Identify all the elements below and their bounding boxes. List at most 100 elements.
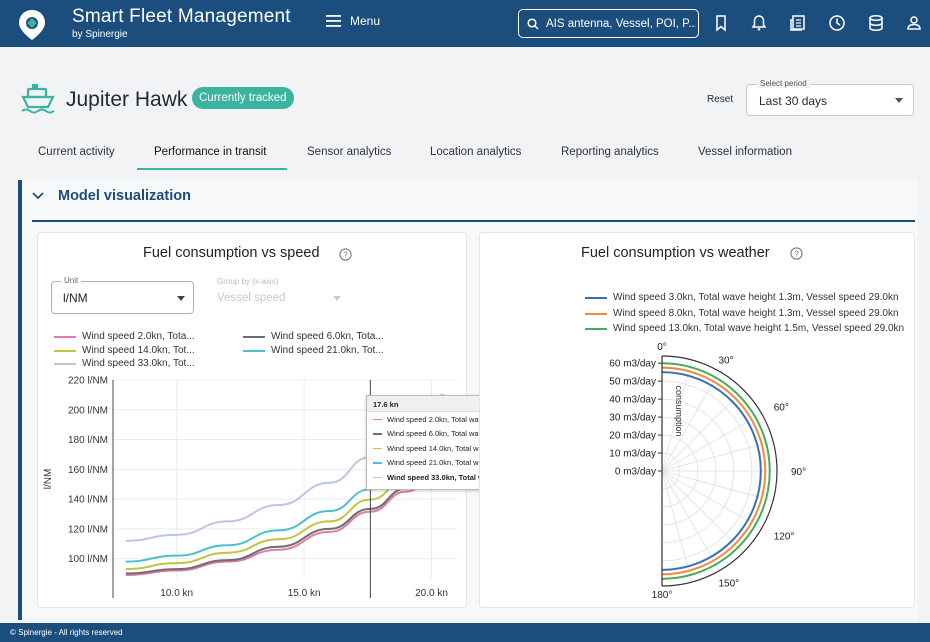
speed-legend-item[interactable]: Wind speed 14.0kn, Tot... (54, 345, 195, 356)
app-title: Smart Fleet Management (72, 6, 291, 27)
user-icon[interactable] (905, 14, 923, 32)
legend-label: Wind speed 33.0kn, Tot... (82, 358, 195, 369)
polar-outline (661, 355, 778, 587)
bookmark-icon[interactable] (712, 14, 730, 32)
tooltip-swatch (373, 447, 382, 449)
angular-grid-line (661, 470, 762, 529)
radial-tick-label: 20 m3/day (609, 431, 656, 442)
angle-tick-label: 60° (774, 403, 789, 414)
groupby-select-value: Vessel speed (217, 292, 286, 304)
weather-chart-title: Fuel consumption vs weather (581, 245, 770, 261)
tab-current-activity[interactable]: Current activity (38, 146, 115, 158)
ship-icon (21, 84, 55, 114)
section-divider (32, 220, 915, 222)
help-icon[interactable]: ? (339, 248, 352, 261)
menu-button[interactable]: Menu (326, 14, 380, 28)
search-input[interactable] (546, 17, 696, 30)
tooltip-series-name: Wind speed 14.0kn, Total wave height 1.3… (387, 443, 532, 453)
y-tick-label: 160 l/NM (68, 465, 108, 476)
angular-grid-line (661, 440, 774, 472)
svg-text:?: ? (794, 250, 799, 259)
legend-swatch (585, 296, 607, 299)
tooltip-swatch (373, 462, 382, 464)
legend-label: Wind speed 2.0kn, Tota... (82, 331, 195, 342)
footer: © Spinergie - All rights reserved (0, 623, 930, 642)
y-tick-label: 180 l/NM (68, 435, 108, 446)
speed-legend-item[interactable]: Wind speed 33.0kn, Tot... (54, 358, 195, 369)
polar-series-arc (661, 366, 767, 576)
caret-down-icon (177, 296, 185, 301)
y-tick-label: 140 l/NM (68, 495, 108, 506)
weather-legend-item[interactable]: Wind speed 13.0kn, Total wave height 1.5… (585, 323, 904, 334)
angular-grid-line (661, 470, 744, 553)
bell-icon[interactable] (750, 14, 768, 32)
tab-reporting-analytics[interactable]: Reporting analytics (561, 146, 659, 158)
speed-legend-item[interactable]: Wind speed 21.0kn, Tot... (243, 345, 384, 356)
menu-label: Menu (350, 14, 381, 28)
radial-axis-label: consumption (674, 385, 684, 436)
angle-tick-label: 90° (791, 467, 806, 478)
legend-label: Wind speed 6.0kn, Tota... (271, 331, 384, 342)
hamburger-icon (326, 15, 341, 27)
series-line (125, 465, 445, 577)
section-title: Model visualization (58, 188, 191, 204)
chevron-down-icon[interactable] (32, 192, 44, 200)
reset-button[interactable]: Reset (707, 94, 734, 105)
tooltip-series-name: Wind speed 6.0kn, Total wave height 0.7m (387, 429, 528, 439)
speed-legend-item[interactable]: Wind speed 6.0kn, Tota... (243, 331, 384, 342)
polar-series-arc (661, 362, 771, 580)
clock-icon[interactable] (828, 14, 846, 32)
tab-performance-in-transit[interactable]: Performance in transit (154, 146, 267, 158)
legend-label: Wind speed 14.0kn, Tot... (82, 345, 195, 356)
tab-vessel-information[interactable]: Vessel information (698, 146, 792, 158)
tooltip-swatch (373, 476, 382, 478)
help-icon[interactable]: ? (790, 247, 803, 260)
period-select[interactable]: Select period Last 30 days (746, 79, 914, 116)
y-tick-label: 100 l/NM (68, 554, 108, 565)
tab-location-analytics[interactable]: Location analytics (430, 146, 522, 158)
legend-swatch (585, 327, 607, 330)
unit-select-value: l/NM (63, 291, 88, 305)
groupby-select-label: Group by (x-axis) (217, 277, 279, 286)
radial-tick-label: 60 m3/day (609, 359, 656, 370)
period-select-label: Select period (757, 79, 810, 88)
unit-select[interactable]: Unit l/NM (51, 276, 194, 314)
angle-tick-label: 150° (719, 579, 740, 590)
legend-label: Wind speed 13.0kn, Total wave height 1.5… (613, 323, 905, 334)
angular-grid-line (661, 470, 720, 571)
polar-chart[interactable]: 0 m3/day 10 m3/day 20 m3/day 30 m3/day 40 m3… (590, 342, 810, 604)
svg-text:?: ? (343, 251, 348, 260)
legend-label: Wind speed 8.0kn, Total wave height 1.3m… (613, 308, 899, 319)
y-tick-label: 220 l/NM (68, 376, 108, 387)
radial-tick-label: 40 m3/day (609, 395, 656, 406)
legend-swatch (54, 349, 76, 352)
x-tick-label: 15.0 kn (288, 588, 321, 599)
radial-tick-label: 10 m3/day (609, 449, 656, 460)
speed-chart[interactable]: 100 l/NM 120 l/NM 140 l/NM 160 l/NM 180 l/NM… (37, 370, 467, 606)
y-tick-label: 200 l/NM (68, 405, 108, 416)
radial-tick-label: 50 m3/day (609, 377, 656, 388)
database-icon[interactable] (867, 14, 885, 32)
spinergie-logo-icon[interactable] (15, 8, 49, 42)
speed-legend-item[interactable]: Wind speed 2.0kn, Tota... (54, 331, 195, 342)
status-badge: Currently tracked (192, 87, 294, 109)
caret-down-icon (333, 296, 341, 301)
search-box[interactable] (518, 9, 699, 38)
tooltip-series-name: Wind speed 21.0kn, Total wave height 1.9… (387, 458, 532, 468)
angular-grid-line (661, 413, 762, 472)
y-tick-label: 120 l/NM (68, 524, 108, 535)
legend-swatch (54, 362, 76, 365)
tooltip-swatch (373, 418, 382, 420)
tab-bar: Current activity Performance in transit … (0, 143, 930, 171)
radial-tick-label: 0 m3/day (615, 467, 656, 478)
period-select-value: Last 30 days (759, 94, 828, 108)
weather-legend-item[interactable]: Wind speed 3.0kn, Total wave height 1.3m… (585, 292, 899, 303)
angular-grid-line (661, 371, 720, 472)
section-accent-bar (18, 180, 22, 620)
weather-legend-item[interactable]: Wind speed 8.0kn, Total wave height 1.3m… (585, 308, 899, 319)
section-header[interactable]: Model visualization (32, 188, 191, 204)
news-icon[interactable] (789, 14, 807, 32)
angle-tick-label: 30° (719, 355, 734, 366)
vessel-name: Jupiter Hawk (66, 88, 188, 111)
tab-sensor-analytics[interactable]: Sensor analytics (307, 146, 392, 158)
